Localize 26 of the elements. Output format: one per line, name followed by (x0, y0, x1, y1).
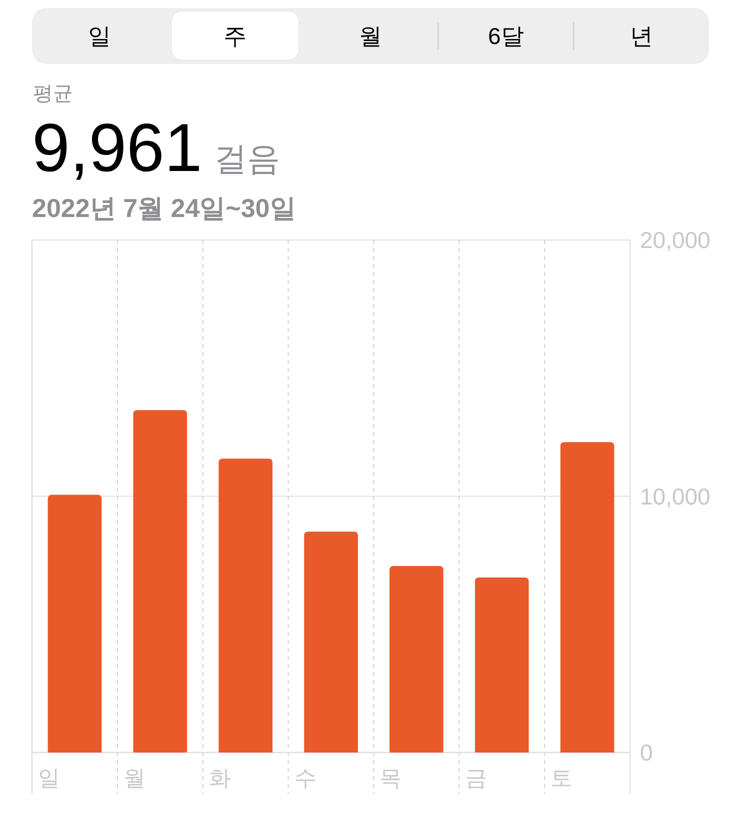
y-tick-label: 20,000 (640, 227, 710, 253)
bar (304, 532, 358, 752)
y-tick-label: 10,000 (640, 483, 710, 510)
text: 6달 (488, 23, 524, 49)
text: 일 (88, 23, 112, 49)
bar (48, 494, 102, 752)
bar (560, 442, 614, 752)
text: 평균 (33, 83, 73, 105)
bar (133, 410, 188, 752)
x-tick-label: 일 (38, 766, 60, 790)
bar (474, 577, 529, 752)
text: 걸음 (214, 140, 280, 177)
selected-tab: 주 (171, 10, 300, 60)
chart-subtitle: 2022년 7월 24일~30일 (32, 193, 296, 223)
bar (390, 566, 444, 752)
text: 월 (359, 23, 382, 49)
x-tick-label: 화 (208, 766, 231, 790)
chart-title: 9,961 (32, 110, 202, 186)
x-tick-label: 토 (550, 766, 573, 790)
y-tick-label: 0 (640, 740, 653, 766)
x-tick-label: 월 (123, 766, 146, 790)
x-tick-label: 목 (380, 766, 402, 790)
x-tick-label: 금 (465, 766, 488, 790)
x-tick-label: 수 (294, 766, 316, 790)
bar (218, 458, 272, 752)
text: 년 (630, 23, 653, 49)
